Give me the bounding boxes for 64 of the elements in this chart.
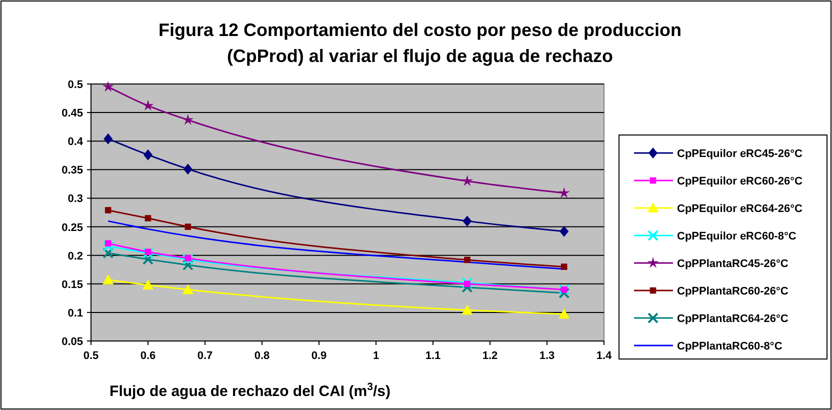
y-tick-label: 0.05 <box>62 336 83 348</box>
point <box>560 226 569 237</box>
x-axis-title: Flujo de agua de rechazo del CAI (m$^{3}$/s) <box>110 381 390 400</box>
y-tick-label: 0.4 <box>68 136 84 148</box>
legend-label: CpPEquilor eRC64-26°C <box>677 203 802 215</box>
point <box>558 284 570 296</box>
y-tick-label: 0.3 <box>68 193 83 206</box>
x-tick-label: 1 <box>372 350 380 362</box>
point <box>558 308 570 319</box>
point <box>558 187 570 198</box>
legend-label: CpPPlantaRC45-26°C <box>677 258 788 270</box>
point <box>144 248 152 256</box>
legend-label: CpPEquilor eRC60-26°C <box>677 176 802 188</box>
legend-label: CpPPlantaRC60-8°C <box>677 340 782 352</box>
point <box>102 80 114 92</box>
x-tick-label: 1.4 <box>596 350 613 362</box>
x-tick-label: 0.8 <box>254 350 270 362</box>
y-tick-label: 0.2 <box>68 250 83 262</box>
point <box>104 207 112 214</box>
legend-label: CpPEquilor eRC45-26°C <box>677 148 802 160</box>
x-tick-label: 1.1 <box>425 350 441 362</box>
point <box>142 254 154 265</box>
point <box>142 248 154 259</box>
x-tick-label: 1.3 <box>539 350 555 362</box>
point <box>462 304 473 315</box>
y-tick-label: 0.35 <box>62 164 83 177</box>
point <box>102 248 114 259</box>
point <box>462 216 472 227</box>
legend-label: CpPPlantaRC60-26°C <box>677 286 788 298</box>
point <box>182 114 194 125</box>
legend-label: CpPPlantaRC64-26°C <box>677 313 788 325</box>
point <box>104 133 113 144</box>
x-tick-label: 0.7 <box>197 350 213 362</box>
point <box>182 254 194 265</box>
point <box>558 288 570 299</box>
point <box>560 264 568 270</box>
point <box>462 277 473 288</box>
y-tick-label: 0.15 <box>62 278 83 291</box>
point <box>184 255 192 262</box>
legend-label: CpPEquilor eRC60-8°C <box>677 230 796 242</box>
point <box>183 164 192 175</box>
y-tick-label: 0.45 <box>62 108 83 120</box>
chart-title: Figura 12 Comportamiento del costo por peso de produccion (CpProd) al variar el flujo de agua de rechazo <box>158 20 682 66</box>
point <box>560 286 568 293</box>
point <box>464 280 470 288</box>
point <box>142 280 154 290</box>
x-tick-label: 0.9 <box>311 350 327 362</box>
point <box>464 256 470 264</box>
point <box>102 274 114 284</box>
y-tick-label: 0.25 <box>62 222 83 234</box>
point <box>102 240 114 252</box>
x-tick-label: 0.6 <box>140 350 156 362</box>
point <box>144 215 152 222</box>
point <box>104 240 112 246</box>
point <box>184 224 192 230</box>
y-tick-label: 0.1 <box>68 307 83 320</box>
y-tick-label: 0.5 <box>68 79 83 91</box>
point <box>144 149 152 160</box>
point <box>461 175 473 186</box>
x-tick-label: 1.2 <box>482 350 498 362</box>
point <box>182 284 194 294</box>
point <box>142 100 154 111</box>
point <box>182 260 194 271</box>
x-tick-label: 0.5 <box>83 350 99 362</box>
